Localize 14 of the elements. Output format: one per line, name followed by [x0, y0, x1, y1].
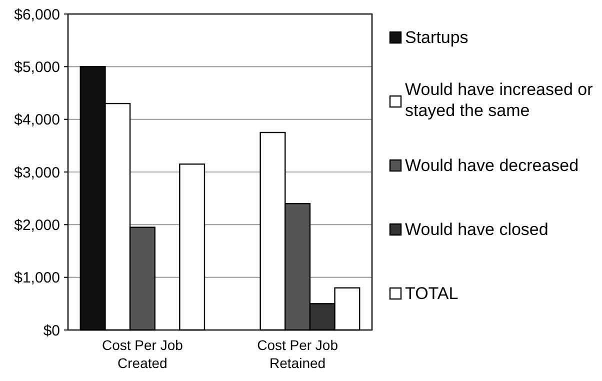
x-tick-label: Cost Per Job Created — [102, 337, 184, 371]
y-tick-label: $3,000 — [14, 164, 60, 182]
legend-label: TOTAL — [405, 284, 458, 303]
legend-label: Startups — [405, 28, 468, 47]
y-tick-label: $6,000 — [14, 6, 60, 24]
legend-label: Would have decreased — [405, 156, 579, 175]
x-tick-label: Cost Per Job Retained — [257, 337, 338, 371]
y-tick-label: $0 — [43, 322, 60, 340]
y-tick-label: $1,000 — [14, 270, 60, 287]
legend-label: Would have closed — [405, 220, 548, 239]
legend-label: Would have increased or stayed the same — [405, 80, 594, 120]
y-tick-label: $4,000 — [14, 112, 60, 129]
y-tick-label: $5,000 — [14, 58, 60, 76]
y-tick-label: $2,000 — [14, 216, 60, 234]
